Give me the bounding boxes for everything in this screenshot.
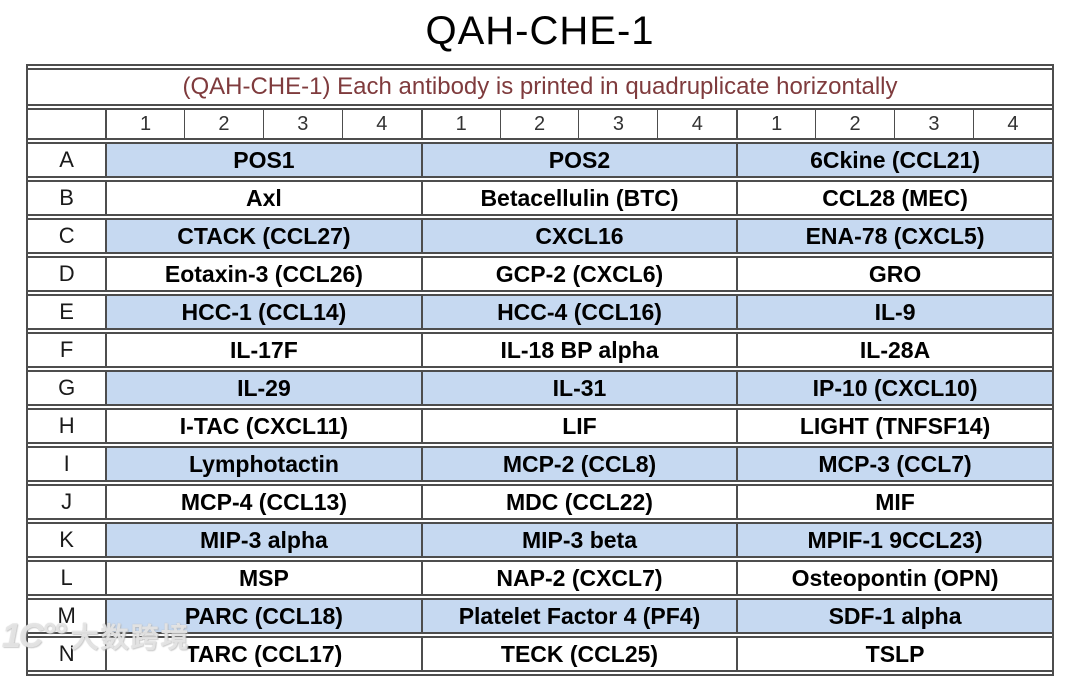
row-label: F <box>28 332 106 368</box>
antibody-cell: CXCL16 <box>420 218 737 254</box>
antibody-cell: GCP-2 (CXCL6) <box>420 256 737 292</box>
antibody-cell: SDF-1 alpha <box>736 598 1052 634</box>
antibody-cell: CCL28 (MEC) <box>736 180 1052 216</box>
row-label: H <box>28 408 106 444</box>
antibody-cell: MCP-4 (CCL13) <box>105 484 421 520</box>
caption-row: (QAH-CHE-1) Each antibody is printed in … <box>28 68 1052 106</box>
column-number: 1 <box>736 108 816 140</box>
table-row: K MIP-3 alpha MIP-3 beta MPIF-1 9CCL23) <box>28 522 1052 558</box>
antibody-cell: IL-18 BP alpha <box>420 332 737 368</box>
table-row: I Lymphotactin MCP-2 (CCL8) MCP-3 (CCL7) <box>28 446 1052 482</box>
table-row: J MCP-4 (CCL13) MDC (CCL22) MIF <box>28 484 1052 520</box>
antibody-cell: Platelet Factor 4 (PF4) <box>420 598 737 634</box>
antibody-cell: HCC-4 (CCL16) <box>420 294 737 330</box>
table-row: H I-TAC (CXCL11) LIF LIGHT (TNFSF14) <box>28 408 1052 444</box>
column-number: 2 <box>499 108 579 140</box>
antibody-cell: MIP-3 alpha <box>105 522 421 558</box>
page-title: QAH-CHE-1 <box>425 9 655 53</box>
antibody-cell: MDC (CCL22) <box>420 484 737 520</box>
column-number: 4 <box>657 108 737 140</box>
table-caption: (QAH-CHE-1) Each antibody is printed in … <box>28 68 1052 106</box>
antibody-cell: POS1 <box>105 142 421 178</box>
table-row: M PARC (CCL18) Platelet Factor 4 (PF4) SDF-… <box>28 598 1052 634</box>
antibody-cell: IL-31 <box>420 370 737 406</box>
column-number: 1 <box>420 108 500 140</box>
row-label: M <box>28 598 106 634</box>
table-row: D Eotaxin-3 (CCL26) GCP-2 (CXCL6) GRO <box>28 256 1052 292</box>
row-label: C <box>28 218 106 254</box>
antibody-cell: IL-9 <box>736 294 1052 330</box>
antibody-cell: Eotaxin-3 (CCL26) <box>105 256 421 292</box>
column-number: 2 <box>184 108 263 140</box>
antibody-cell: TECK (CCL25) <box>420 636 737 672</box>
antibody-cell: 6Ckine (CCL21) <box>736 142 1052 178</box>
antibody-cell: GRO <box>736 256 1052 292</box>
table-row: E HCC-1 (CCL14) HCC-4 (CCL16) IL-9 <box>28 294 1052 330</box>
table-row: N TARC (CCL17) TECK (CCL25) TSLP <box>28 636 1052 672</box>
table-row: L MSP NAP-2 (CXCL7) Osteopontin (OPN) <box>28 560 1052 596</box>
antibody-cell: TARC (CCL17) <box>105 636 421 672</box>
antibody-cell: MIF <box>736 484 1052 520</box>
antibody-cell: Axl <box>105 180 421 216</box>
row-label: L <box>28 560 106 596</box>
column-number: 4 <box>972 108 1052 140</box>
antibody-cell: I-TAC (CXCL11) <box>105 408 421 444</box>
antibody-cell: MPIF-1 9CCL23) <box>736 522 1052 558</box>
corner-cell <box>28 108 106 140</box>
antibody-cell: IL-29 <box>105 370 421 406</box>
column-number: 3 <box>894 108 973 140</box>
row-label: N <box>28 636 106 672</box>
antibody-cell: IP-10 (CXCL10) <box>736 370 1052 406</box>
row-label: J <box>28 484 106 520</box>
antibody-cell: MCP-3 (CCL7) <box>736 446 1052 482</box>
antibody-cell: IL-17F <box>105 332 421 368</box>
row-label: K <box>28 522 106 558</box>
antibody-cell: Betacellulin (BTC) <box>420 180 737 216</box>
row-label: I <box>28 446 106 482</box>
row-label: B <box>28 180 106 216</box>
antibody-cell: IL-28A <box>736 332 1052 368</box>
antibody-cell: Lymphotactin <box>105 446 421 482</box>
antibody-cell: MIP-3 beta <box>420 522 737 558</box>
column-number: 4 <box>341 108 421 140</box>
antibody-map-table: (QAH-CHE-1) Each antibody is printed in … <box>26 64 1054 676</box>
antibody-cell: TSLP <box>736 636 1052 672</box>
antibody-cell: NAP-2 (CXCL7) <box>420 560 737 596</box>
antibody-cell: PARC (CCL18) <box>105 598 421 634</box>
antibody-cell: MCP-2 (CCL8) <box>420 446 737 482</box>
antibody-cell: CTACK (CCL27) <box>105 218 421 254</box>
antibody-cell: LIGHT (TNFSF14) <box>736 408 1052 444</box>
antibody-cell: HCC-1 (CCL14) <box>105 294 421 330</box>
column-number: 3 <box>578 108 658 140</box>
antibody-cell: Osteopontin (OPN) <box>736 560 1052 596</box>
antibody-cell: POS2 <box>420 142 737 178</box>
table-row: B Axl Betacellulin (BTC) CCL28 (MEC) <box>28 180 1052 216</box>
column-number: 1 <box>105 108 185 140</box>
antibody-cell: LIF <box>420 408 737 444</box>
row-label: A <box>28 142 106 178</box>
antibody-cell: MSP <box>105 560 421 596</box>
table-row: C CTACK (CCL27) CXCL16 ENA-78 (CXCL5) <box>28 218 1052 254</box>
column-number: 2 <box>815 108 895 140</box>
column-number: 3 <box>262 108 342 140</box>
row-label: E <box>28 294 106 330</box>
row-label: G <box>28 370 106 406</box>
table-row: A POS1 POS2 6Ckine (CCL21) <box>28 142 1052 178</box>
antibody-cell: ENA-78 (CXCL5) <box>736 218 1052 254</box>
row-label: D <box>28 256 106 292</box>
table-row: G IL-29 IL-31 IP-10 (CXCL10) <box>28 370 1052 406</box>
table-row: F IL-17F IL-18 BP alpha IL-28A <box>28 332 1052 368</box>
